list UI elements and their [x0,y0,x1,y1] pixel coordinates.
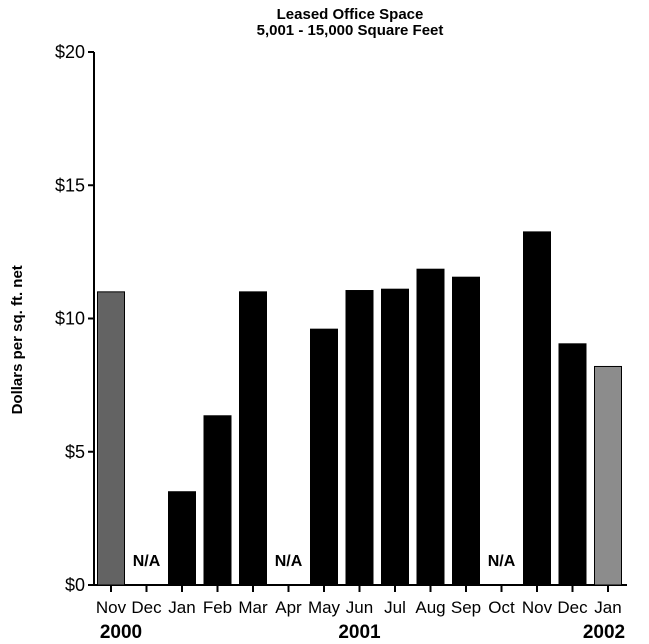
x-tick-label: Jan [168,598,195,617]
y-tick-label: $15 [55,175,85,195]
na-label: N/A [133,553,161,570]
x-tick-label: Jul [384,598,406,617]
x-tick-label: Nov [96,598,127,617]
y-tick-label: $0 [65,575,85,595]
x-tick-label: May [308,598,341,617]
bar [452,276,480,586]
y-axis-label: Dollars per sq. ft. net [9,265,26,414]
x-tick-label: Nov [522,598,553,617]
bar [310,328,338,586]
x-tick-label: Apr [275,598,302,617]
bars [97,231,622,586]
bar [345,290,374,586]
year-label: 2000 [100,622,142,643]
x-tick-label: Dec [557,598,588,617]
x-tick-label: Oct [488,598,515,617]
y-tick-label: $5 [65,442,85,462]
bar [558,343,587,586]
bar [381,288,409,586]
bar [416,268,445,586]
na-label: N/A [275,553,303,570]
x-tick-label: Jan [594,598,621,617]
x-tick-label: Sep [451,598,481,617]
bar [97,291,125,586]
year-label: 2002 [583,622,625,643]
bar [203,415,232,586]
labels: $0 $5 $10 $15 $20 Dollars per sq. ft. net Nov N… [9,42,625,643]
x-tick-label: Aug [415,598,445,617]
y-tick-label: $20 [55,42,85,62]
x-tick-label: Dec [131,598,162,617]
bar [239,291,267,586]
chart-subtitle: 5,001 - 15,000 Square Feet [256,22,444,39]
bar [523,231,551,586]
y-tick-label: $10 [55,309,85,329]
x-tick-label: Mar [238,598,268,617]
x-tick-label: Feb [203,598,232,617]
chart-title: Leased Office Space [276,6,424,23]
x-tick-label: Jun [346,598,373,617]
bar [594,365,622,586]
bar [168,491,196,586]
year-label: 2001 [338,622,381,643]
na-label: N/A [488,553,516,570]
